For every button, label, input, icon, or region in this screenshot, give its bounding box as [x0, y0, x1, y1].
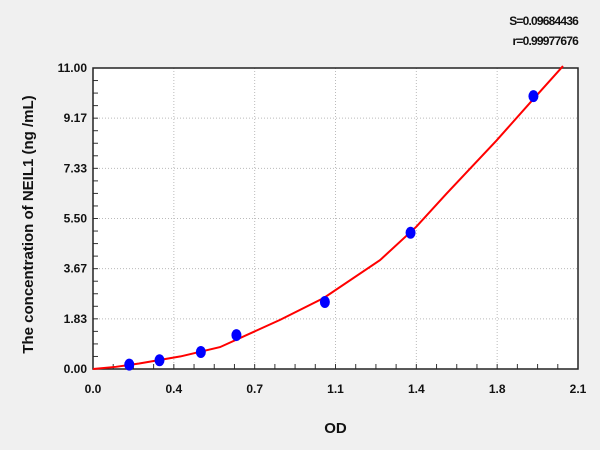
- y-tick-label: 11.00: [58, 61, 88, 75]
- x-tick-label: 0.0: [85, 382, 102, 396]
- data-point: [528, 90, 539, 103]
- data-point: [124, 358, 135, 371]
- x-axis-label: OD: [324, 420, 347, 437]
- data-point: [405, 226, 416, 239]
- x-tick-label: 1.1: [327, 382, 344, 396]
- r-statistic: r=0.99977676: [512, 34, 579, 48]
- x-tick-label: 1.8: [489, 382, 506, 396]
- y-tick-label: 9.17: [64, 111, 88, 125]
- data-point: [319, 295, 330, 308]
- plot-border: [92, 67, 579, 370]
- y-axis-label: The concentration of NEIL1 (ng /mL): [20, 95, 37, 353]
- data-point: [195, 346, 206, 359]
- y-tick-label: 5.50: [64, 212, 88, 226]
- y-tick-label: 1.83: [64, 312, 88, 326]
- y-tick-label: 7.33: [64, 161, 88, 175]
- data-point: [231, 329, 242, 342]
- s-statistic: S=0.09684436: [509, 14, 579, 28]
- data-point: [154, 354, 165, 367]
- x-tick-label: 2.1: [570, 382, 587, 396]
- y-tick-label: 0.00: [64, 362, 88, 376]
- y-tick-label: 3.67: [64, 262, 88, 276]
- x-tick-label: 0.7: [246, 382, 263, 396]
- x-tick-label: 1.4: [408, 382, 425, 396]
- x-tick-label: 0.4: [165, 382, 182, 396]
